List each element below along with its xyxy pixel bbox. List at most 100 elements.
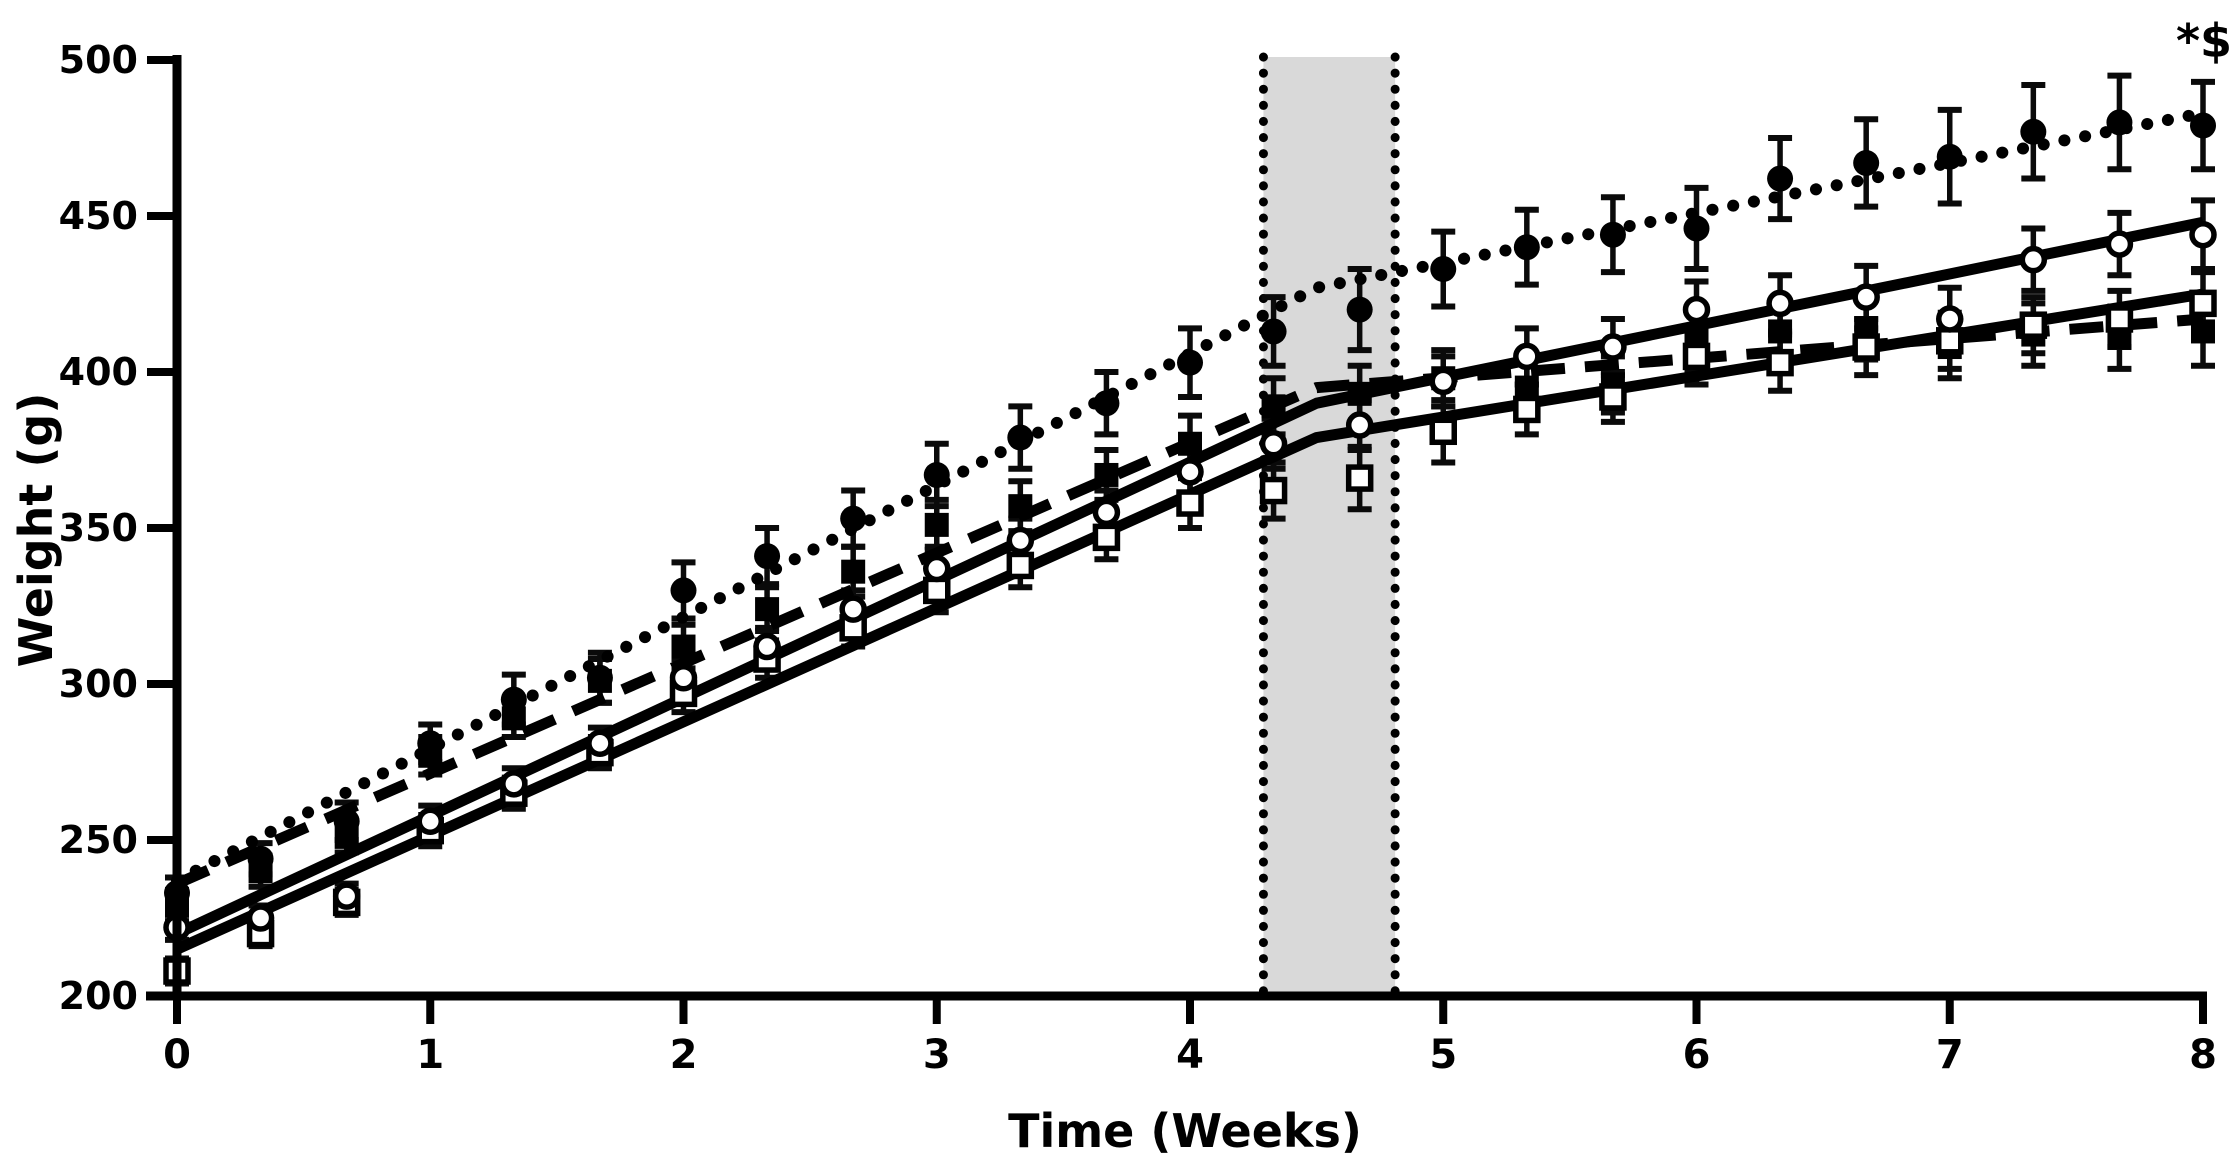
trend-line-open-circle-solid <box>174 216 2205 939</box>
data-point <box>1766 289 1794 318</box>
x-axis-title: Time (Weeks) <box>1008 1104 1362 1158</box>
data-point <box>1852 283 1880 311</box>
data-point <box>1683 215 1710 242</box>
data-point <box>247 845 274 872</box>
data-point <box>586 729 614 758</box>
data-point <box>1766 348 1794 377</box>
data-point <box>246 904 275 932</box>
x-tick-label: 1 <box>416 1032 444 1078</box>
trend-line-open-square-solid <box>174 288 2204 955</box>
data-point <box>1007 424 1034 451</box>
data-point <box>924 512 949 537</box>
significance-annotation: *$ <box>2176 14 2232 68</box>
markers-open-circle-solid <box>163 220 2217 942</box>
data-point <box>1682 295 1711 324</box>
data-point <box>1093 390 1120 417</box>
data-point <box>1176 489 1204 517</box>
trend-line-filled-square-dashed <box>174 313 2204 889</box>
data-point <box>1429 367 1457 396</box>
data-point <box>1599 383 1627 411</box>
data-point <box>1513 395 1541 424</box>
data-point <box>923 576 951 605</box>
data-point <box>1430 256 1457 283</box>
data-point <box>1092 523 1121 552</box>
data-point <box>669 664 698 692</box>
data-point <box>1008 494 1033 519</box>
data-point <box>500 686 527 713</box>
data-point <box>755 597 780 622</box>
data-point <box>1259 430 1288 458</box>
x-tick-label: 0 <box>163 1032 191 1078</box>
data-point <box>1599 221 1626 248</box>
error-bars-open-circle-solid <box>165 197 2215 943</box>
data-point <box>1178 431 1202 456</box>
y-tick-label: 450 <box>59 194 138 238</box>
data-point <box>1260 318 1287 345</box>
y-tick-label: 200 <box>59 974 138 1018</box>
data-point <box>1006 526 1035 555</box>
data-point <box>332 882 361 910</box>
y-tick-label: 500 <box>59 38 138 82</box>
data-point <box>1936 305 1964 333</box>
y-tick-label: 350 <box>59 506 138 550</box>
data-point <box>839 595 867 623</box>
y-tick-label: 300 <box>59 662 138 706</box>
x-tick-label: 4 <box>1176 1032 1204 1078</box>
data-point <box>2189 289 2217 318</box>
data-point <box>753 632 781 661</box>
data-point <box>1092 498 1121 527</box>
data-point <box>840 505 867 532</box>
x-tick-label: 2 <box>670 1032 698 1078</box>
data-point <box>2019 245 2048 274</box>
data-point <box>1006 551 1035 580</box>
data-point <box>1599 333 1627 361</box>
data-point <box>1094 462 1119 487</box>
data-point <box>923 554 951 583</box>
data-point <box>1261 394 1286 419</box>
trend-line-filled-circle-dotted <box>171 107 2209 887</box>
data-point <box>416 807 444 836</box>
data-point <box>1346 296 1373 323</box>
data-point <box>1345 464 1374 492</box>
data-point <box>2189 220 2217 249</box>
data-point <box>586 664 613 691</box>
data-point <box>1936 327 1964 355</box>
data-point <box>1177 349 1203 376</box>
data-point <box>2019 311 2048 339</box>
data-point <box>841 559 866 584</box>
x-tick-label: 7 <box>1936 1032 1964 1078</box>
data-point <box>1768 319 1793 344</box>
data-point <box>2020 118 2047 145</box>
data-point <box>1767 165 1794 192</box>
x-tick-label: 3 <box>923 1032 951 1078</box>
data-point <box>1429 417 1457 446</box>
x-tick-label: 6 <box>1683 1032 1711 1078</box>
data-point <box>1514 375 1539 400</box>
data-point <box>1682 342 1711 371</box>
x-tick-label: 8 <box>2189 1032 2217 1078</box>
y-axis-title: Weight (g) <box>9 393 63 668</box>
data-point <box>923 461 950 488</box>
data-point <box>333 808 360 835</box>
data-point <box>500 770 528 798</box>
y-tick-label: 400 <box>59 350 138 394</box>
data-point <box>2106 109 2133 136</box>
data-point <box>671 634 696 659</box>
data-point <box>1936 143 1963 170</box>
data-point <box>1853 149 1880 176</box>
data-point <box>2190 112 2216 139</box>
data-point <box>2105 305 2134 333</box>
x-tick-label: 5 <box>1429 1032 1457 1078</box>
data-point <box>1513 342 1541 371</box>
data-point <box>417 730 444 757</box>
highlight-band <box>1263 57 1396 996</box>
data-point <box>670 577 697 604</box>
data-point <box>1259 476 1288 505</box>
markers-filled-square-dashed <box>165 316 2215 918</box>
data-point <box>1347 381 1372 406</box>
data-point <box>1852 333 1880 361</box>
y-tick-label: 250 <box>59 818 138 862</box>
data-point <box>2191 319 2215 344</box>
